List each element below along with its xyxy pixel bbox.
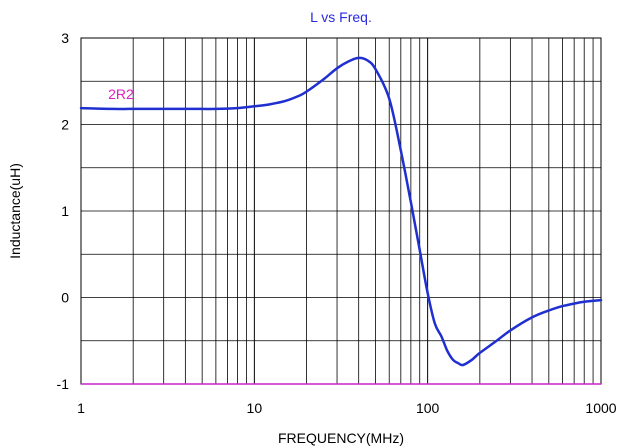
x-tick-label: 1000 [585, 400, 616, 416]
x-tick-labels: 1 10 100 1000 [77, 400, 617, 416]
y-axis-label: Inductance(uH) [7, 163, 23, 259]
y-tick-label: -1 [57, 376, 70, 392]
series-line-2R2 [79, 56, 603, 367]
chart-title: L vs Freq. [310, 9, 372, 25]
y-tick-label: 0 [61, 290, 69, 306]
x-tick-label: 1 [77, 400, 85, 416]
x-tick-label: 10 [247, 400, 263, 416]
y-tick-labels: -1 0 1 2 3 [57, 30, 70, 392]
x-tick-label: 100 [416, 400, 440, 416]
series-label-2R2: 2R2 [108, 86, 134, 102]
y-tick-label: 3 [61, 30, 69, 46]
x-axis-label: FREQUENCY(MHz) [278, 430, 404, 446]
y-tick-label: 2 [61, 117, 69, 133]
grid [81, 38, 601, 384]
y-tick-label: 1 [61, 203, 69, 219]
